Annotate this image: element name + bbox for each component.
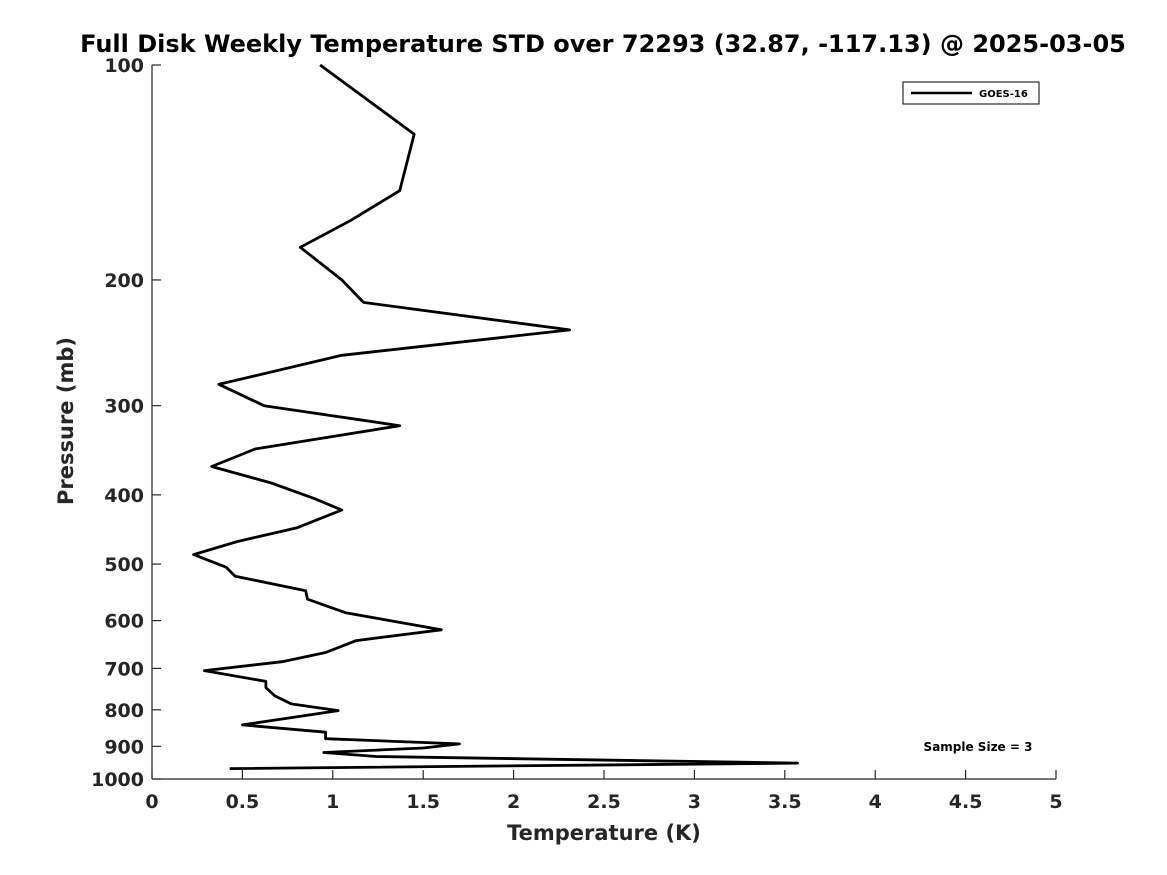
y-tick-label: 700 [104,658,144,680]
x-tick-label: 0 [145,791,158,813]
x-tick-label: 4 [869,791,882,813]
legend: GOES-16 [902,81,1040,105]
x-tick-label: 2 [507,791,520,813]
x-tick-label: 4.5 [949,791,983,813]
x-tick-label: 1.5 [406,791,440,813]
y-tick-label: 900 [104,736,144,758]
x-tick-label: 2.5 [587,791,621,813]
y-axis: 100 200 300 400 500 600 700 800 900 1000 [91,55,161,791]
y-tick-label: 300 [104,396,144,418]
x-tick-label: 1 [326,791,339,813]
x-tick-label: 3.5 [768,791,802,813]
y-tick-label: 1000 [91,769,144,791]
x-axis-label: Temperature (K) [507,821,701,845]
plot-area [192,63,799,770]
x-axis: 0 0.5 1 1.5 2 2.5 3 3.5 4 4.5 5 [145,770,1063,813]
legend-entry-goes-16: GOES-16 [979,89,1028,100]
y-tick-label: 200 [104,270,144,292]
x-tick-label: 5 [1049,791,1062,813]
y-axis-label: Pressure (mb) [54,337,78,505]
sample-size-annotation: Sample Size = 3 [924,740,1033,754]
chart-title: Full Disk Weekly Temperature STD over 72… [80,30,1126,58]
x-tick-label: 0.5 [226,791,260,813]
y-tick-label: 600 [104,611,144,633]
y-tick-label: 400 [104,485,144,507]
y-tick-label: 800 [104,700,144,722]
y-tick-label: 500 [104,554,144,576]
axes-box [151,65,1056,780]
x-tick-label: 3 [688,791,701,813]
y-tick-label: 100 [104,55,144,77]
series-line-goes-16 [192,63,799,770]
